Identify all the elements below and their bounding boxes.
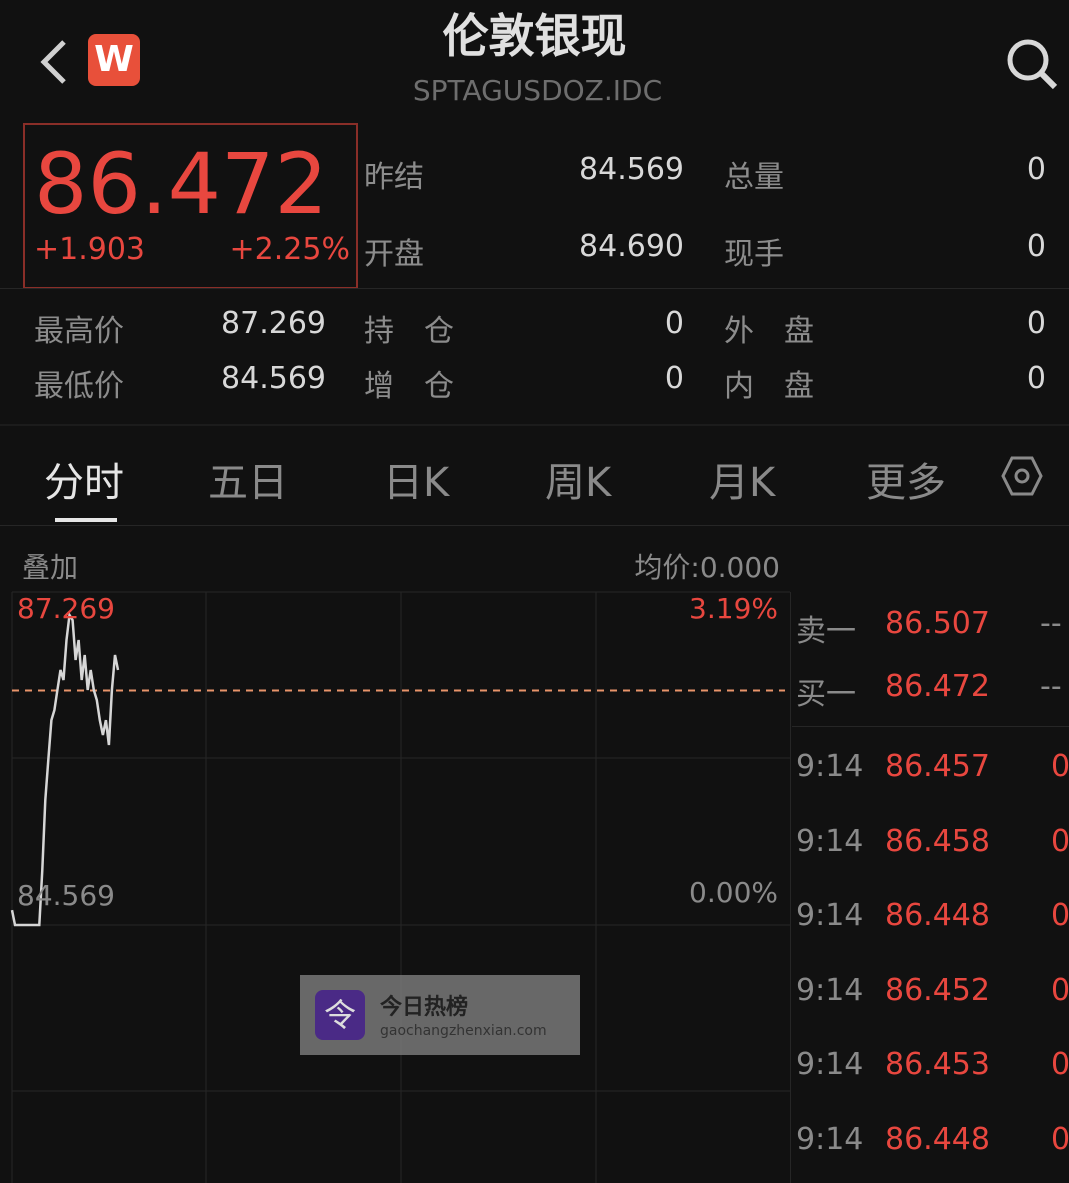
bid-label: 买一 <box>796 677 856 712</box>
search-button[interactable] <box>1004 36 1060 96</box>
tick-price: 86.458 <box>885 823 990 859</box>
stat-value: 87.269 <box>221 306 326 341</box>
last-price: 86.472 <box>34 135 328 233</box>
tab-monthly-k[interactable]: 月K <box>709 460 776 506</box>
stat-label: 最高价 <box>34 314 124 349</box>
tick-vol: 0 <box>1051 749 1069 784</box>
overlay-button[interactable]: 叠加 <box>22 551 79 584</box>
stat-value: 84.569 <box>579 152 684 187</box>
chevron-left-icon <box>40 40 66 84</box>
ask-label: 卖一 <box>796 614 856 649</box>
tab-weekly-k[interactable]: 周K <box>545 460 612 506</box>
stat-value: 0 <box>664 361 684 396</box>
tick-price: 86.453 <box>885 1047 990 1082</box>
tick-time: 9:14 <box>796 898 864 933</box>
tick-price: 86.452 <box>885 972 990 1008</box>
bid-price: 86.472 <box>885 669 990 704</box>
bid-volume: -- <box>1040 669 1062 704</box>
pct-min-label: 0.00% <box>689 876 778 909</box>
average-price: 均价:0.000 <box>634 551 780 584</box>
tick-time: 9:14 <box>796 972 864 1008</box>
tick-vol: 0 <box>1051 1047 1069 1082</box>
instrument-code: SPTAGUSDOZ.IDC <box>412 74 663 107</box>
section-gap <box>0 424 1069 426</box>
stat-value: 84.569 <box>221 361 326 396</box>
watermark-name: 今日热榜 <box>380 995 469 1020</box>
stat-label: 昨结 <box>364 160 424 195</box>
intraday-chart <box>10 591 790 1183</box>
stat-label: 开盘 <box>364 237 424 272</box>
settings-hexagon-icon <box>1001 456 1043 496</box>
y-min-label: 84.569 <box>17 879 115 912</box>
tab-active-indicator <box>55 518 117 522</box>
tick-vol: 0 <box>1051 823 1069 859</box>
tab-intraday[interactable]: 分时 <box>44 460 124 506</box>
price-change: +1.903 <box>34 232 146 267</box>
ask-price: 86.507 <box>885 606 990 641</box>
stat-value: 0 <box>1026 152 1046 187</box>
search-icon <box>1007 39 1058 90</box>
stat-value: 0 <box>664 306 684 341</box>
tick-price: 86.448 <box>885 898 990 933</box>
chart-settings-button[interactable] <box>1001 455 1043 501</box>
tick-vol: 0 <box>1051 1121 1069 1157</box>
tick-vol: 0 <box>1051 972 1069 1008</box>
y-max-label: 87.269 <box>17 592 115 625</box>
tick-price: 86.457 <box>885 749 990 784</box>
stat-value: 0 <box>1026 306 1046 341</box>
stat-label: 最低价 <box>34 369 124 404</box>
watermark: 令 今日热榜 gaochangzhenxian.com <box>300 975 580 1055</box>
pct-max-label: 3.19% <box>689 592 778 625</box>
page-title: 伦敦银现 <box>442 9 627 63</box>
tab-more[interactable]: 更多 <box>866 460 946 506</box>
stat-label: 总量 <box>724 160 784 195</box>
app-logo: W <box>88 34 140 86</box>
stat-label: 增 仓 <box>364 369 454 404</box>
tick-vol: 0 <box>1051 898 1069 933</box>
tick-time: 9:14 <box>796 1047 864 1082</box>
tick-price: 86.448 <box>885 1121 990 1157</box>
back-button[interactable] <box>36 38 70 86</box>
stat-label: 内 盘 <box>724 369 814 404</box>
tab-five-day[interactable]: 五日 <box>208 460 288 506</box>
stat-value: 0 <box>1026 361 1046 396</box>
tick-time: 9:14 <box>796 1121 864 1157</box>
price-line <box>10 611 120 927</box>
tab-daily-k[interactable]: 日K <box>383 460 450 506</box>
price-change-pct: +2.25% <box>229 232 350 267</box>
stat-value: 0 <box>1026 229 1046 264</box>
stat-label: 外 盘 <box>724 314 814 349</box>
divider <box>0 525 1069 526</box>
stat-value: 84.690 <box>579 229 684 264</box>
stat-label: 持 仓 <box>364 314 454 349</box>
stat-label: 现手 <box>724 237 784 272</box>
watermark-url: gaochangzhenxian.com <box>380 1023 547 1039</box>
watermark-logo: 令 <box>315 990 365 1040</box>
orderbook-divider <box>790 592 791 1183</box>
divider <box>0 288 1069 289</box>
divider <box>792 726 1069 727</box>
ask-volume: -- <box>1040 606 1062 641</box>
tick-time: 9:14 <box>796 823 864 859</box>
tick-time: 9:14 <box>796 749 864 784</box>
